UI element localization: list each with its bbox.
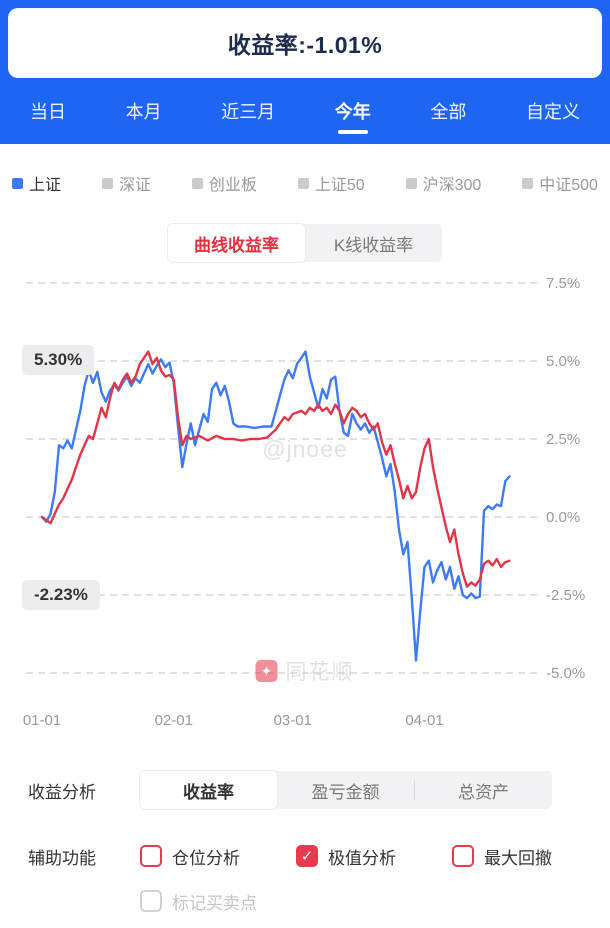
index-legend: 上证 深证 创业板 上证50 沪深300 中证500: [0, 170, 610, 196]
return-chart[interactable]: 7.5% 5.0% 2.5% 0.0% -2.5% -5.0% 5.30% -2.23% …: [0, 268, 610, 742]
segment-divider: [414, 780, 415, 800]
legend-label: 深证: [118, 177, 151, 194]
checkbox-icon: [140, 890, 162, 912]
checkbox-icon: [140, 845, 162, 867]
segment-total-assets[interactable]: 总资产: [458, 782, 509, 802]
x-axis-label: 02-01: [154, 712, 193, 729]
swatch-icon: [12, 177, 23, 189]
legend-item-shenzhen[interactable]: 深证: [101, 171, 151, 195]
analysis-segmented-control: 收益率 盈亏金额 总资产: [140, 771, 552, 809]
period-tab-bar: 当日 本月 近三月 今年 全部 自定义: [8, 78, 602, 144]
checkbox-extreme-analysis[interactable]: 极值分析: [296, 844, 396, 869]
analysis-row: 收益分析 收益率 盈亏金额 总资产: [0, 768, 610, 812]
legend-item-csi500[interactable]: 中证500: [522, 171, 598, 195]
legend-label: 中证500: [539, 177, 598, 194]
checkbox-position-analysis[interactable]: 仓位分析: [140, 844, 240, 869]
segment-return-rate[interactable]: 收益率: [140, 771, 277, 809]
aux-row-2: 标记买卖点: [0, 886, 610, 916]
aux-row: 辅助功能 仓位分析 极值分析 最大回撤: [0, 834, 610, 878]
y-axis-label: 5.0%: [546, 353, 580, 370]
brand-watermark: ✦ 同花顺: [255, 656, 355, 686]
chart-canvas[interactable]: 7.5% 5.0% 2.5% 0.0% -2.5% -5.0%: [0, 268, 610, 708]
checkbox-label: 标记买卖点: [172, 893, 257, 913]
checkbox-label: 最大回撤: [484, 848, 552, 868]
legend-item-sse50[interactable]: 上证50: [297, 171, 365, 195]
line-series-上证: [40, 350, 511, 662]
tab-this-month[interactable]: 本月: [125, 102, 162, 122]
swatch-icon: [522, 177, 534, 189]
legend-item-hs300[interactable]: 沪深300: [405, 171, 482, 195]
checkbox-mark-trades[interactable]: 标记买卖点: [140, 889, 257, 914]
legend-item-chinext[interactable]: 创业板: [191, 171, 257, 195]
line-series-收益率: [40, 350, 511, 588]
swatch-icon: [191, 177, 203, 189]
max-value-marker: 5.30%: [22, 344, 95, 375]
analysis-row-label: 收益分析: [28, 782, 96, 802]
toggle-kline-return[interactable]: K线收益率: [333, 235, 414, 255]
x-axis-label: 01-01: [22, 712, 62, 729]
swatch-icon: [297, 177, 309, 189]
return-summary-card: 收益率:-1.01%: [8, 8, 602, 78]
ths-logo-icon: ✦: [255, 660, 278, 682]
tab-last-3-months[interactable]: 近三月: [221, 102, 276, 122]
legend-label: 沪深300: [422, 177, 482, 194]
x-axis: 01-01 02-01 03-01 04-01: [0, 708, 610, 738]
tab-this-year[interactable]: 今年: [335, 78, 371, 144]
aux-checkbox-group: 仓位分析 极值分析 最大回撤: [140, 844, 552, 869]
chart-type-toggle-row: 曲线收益率 K线收益率: [0, 224, 610, 262]
y-axis-label: 2.5%: [546, 431, 580, 448]
aux-row-label: 辅助功能: [28, 848, 96, 868]
checkbox-checked-icon: [296, 845, 318, 867]
y-axis-label: -5.0%: [546, 665, 585, 682]
y-axis-label: 0.0%: [546, 509, 580, 526]
tab-today[interactable]: 当日: [30, 102, 66, 122]
checkbox-label: 仓位分析: [172, 848, 240, 868]
legend-label: 上证50: [314, 177, 365, 194]
return-summary-text: 收益率:-1.01%: [227, 32, 383, 58]
tab-all[interactable]: 全部: [430, 102, 467, 122]
swatch-icon: [405, 177, 417, 189]
chart-type-toggle: 曲线收益率 K线收益率: [168, 224, 442, 262]
y-axis-label: -2.5%: [546, 587, 585, 604]
brand-watermark-text: 同花顺: [285, 661, 355, 684]
y-axis-label: 7.5%: [546, 275, 580, 292]
checkbox-icon: [452, 845, 474, 867]
legend-label: 创业板: [208, 177, 257, 194]
toggle-curve-return[interactable]: 曲线收益率: [168, 224, 305, 262]
tab-custom[interactable]: 自定义: [525, 102, 580, 122]
min-value-marker: -2.23%: [22, 579, 100, 610]
legend-item-shanghai[interactable]: 上证: [12, 171, 61, 195]
x-axis-label: 04-01: [405, 712, 444, 729]
swatch-icon: [101, 177, 113, 189]
legend-label: 上证: [29, 177, 62, 194]
checkbox-label: 极值分析: [328, 848, 396, 868]
checkbox-max-drawdown[interactable]: 最大回撤: [452, 844, 552, 869]
app-header: 收益率:-1.01% 当日 本月 近三月 今年 全部 自定义: [0, 0, 610, 144]
user-watermark: @jnoee: [262, 436, 348, 462]
x-axis-label: 03-01: [273, 712, 312, 729]
segment-profit-amount[interactable]: 盈亏金额: [311, 782, 380, 802]
